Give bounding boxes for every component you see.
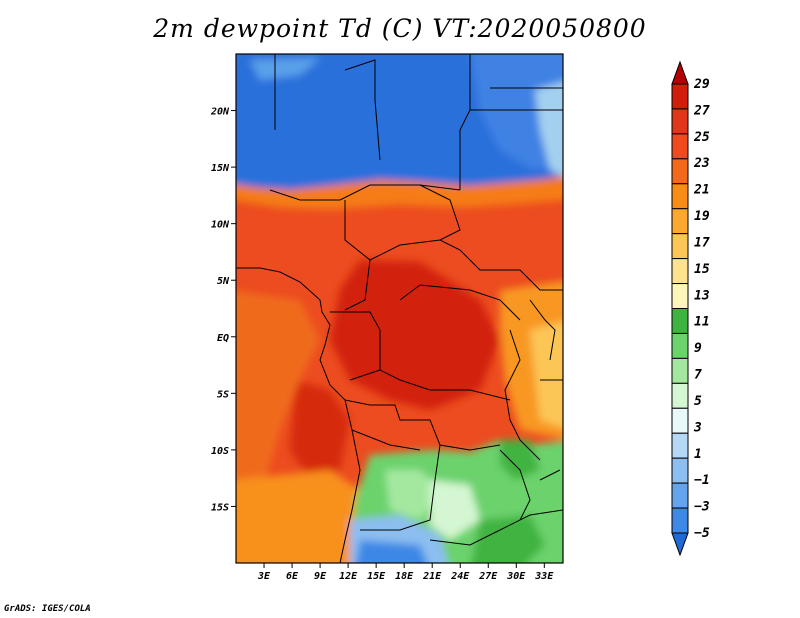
lon-tick-label: 30E: [506, 571, 526, 582]
colorbar-label: 3: [693, 420, 702, 435]
colorbar-swatch: [671, 357, 689, 384]
lat-tick-label: EQ: [217, 333, 229, 344]
latitude-axis: 20N 15N 10N 5N EQ 5S 10S 15S: [210, 107, 236, 513]
colorbar-label: 11: [694, 315, 710, 330]
lon-tick-label: 15E: [367, 571, 386, 582]
colorbar-swatch: [671, 407, 689, 434]
lon-tick-label: 21E: [422, 571, 442, 582]
map-title: 2m dewpoint Td (C) VT:2020050800: [153, 14, 647, 43]
colorbar-label: −5: [694, 526, 710, 541]
lat-tick-label: 20N: [210, 107, 230, 118]
colorbar-swatch: [671, 283, 689, 309]
lat-tick-label: 5S: [217, 389, 229, 400]
lon-tick-label: 12E: [339, 571, 358, 582]
colorbar-label: 19: [694, 209, 710, 224]
map-frame: [235, 53, 564, 564]
lon-tick-label: 3E: [257, 571, 271, 582]
lat-tick-label: 10S: [211, 446, 229, 457]
lat-tick-label: 15N: [211, 163, 230, 174]
colorbar-swatch: [671, 382, 689, 409]
colorbar-label: 13: [694, 288, 710, 303]
colorbar-top-arrow: [671, 60, 689, 85]
colorbar-swatch: [671, 133, 689, 160]
dewpoint-field: [236, 54, 563, 563]
lon-tick-label: 18E: [395, 571, 414, 582]
lat-tick-label: 5N: [217, 276, 230, 287]
colorbar-swatch: [671, 332, 689, 359]
colorbar-label: 7: [694, 368, 702, 383]
colorbar-swatch: [671, 507, 689, 534]
colorbar-swatch: [671, 83, 689, 110]
grads-credit: GrADS: IGES/COLA: [4, 604, 91, 614]
colorbar-swatch: [671, 108, 689, 135]
colorbar-bottom-arrow: [671, 532, 689, 557]
colorbar-label: 15: [694, 262, 710, 277]
lat-tick-label: 10N: [211, 220, 230, 231]
colorbar-label: 9: [694, 341, 702, 356]
lon-tick-label: 6E: [286, 571, 299, 582]
longitude-axis: 3E 6E 9E 12E 15E 18E 21E 24E 27E 30E 33E: [257, 563, 554, 582]
colorbar-swatch: [671, 183, 689, 210]
colorbar-label: −1: [694, 473, 710, 488]
colorbar-label: 27: [693, 103, 710, 118]
colorbar-label: 25: [693, 130, 710, 145]
country-borders: [236, 54, 563, 563]
lon-tick-label: 24E: [450, 571, 470, 582]
lon-tick-label: 9E: [314, 571, 327, 582]
lon-tick-label: 27E: [478, 571, 498, 582]
lon-tick-label: 33E: [534, 571, 554, 582]
colorbar-swatch: [671, 308, 689, 334]
colorbar: 29 27 25 23 21 19 17 15 13 11 9 7 5 3 1 −1 −3 −5: [671, 60, 710, 557]
colorbar-swatch: [671, 432, 689, 459]
colorbar-label: 17: [694, 235, 710, 250]
colorbar-swatch: [671, 258, 689, 285]
colorbar-label: 29: [693, 77, 710, 92]
lat-tick-label: 15S: [211, 502, 229, 513]
colorbar-label: 21: [693, 183, 710, 198]
colorbar-swatch: [671, 208, 689, 235]
colorbar-label: 5: [694, 394, 702, 409]
colorbar-label: 23: [693, 156, 710, 171]
colorbar-label: 1: [694, 447, 702, 462]
colorbar-swatch: [671, 233, 689, 260]
colorbar-swatch: [671, 457, 689, 484]
colorbar-label: −3: [694, 500, 710, 515]
colorbar-swatch: [671, 482, 689, 509]
colorbar-swatch: [671, 158, 689, 185]
